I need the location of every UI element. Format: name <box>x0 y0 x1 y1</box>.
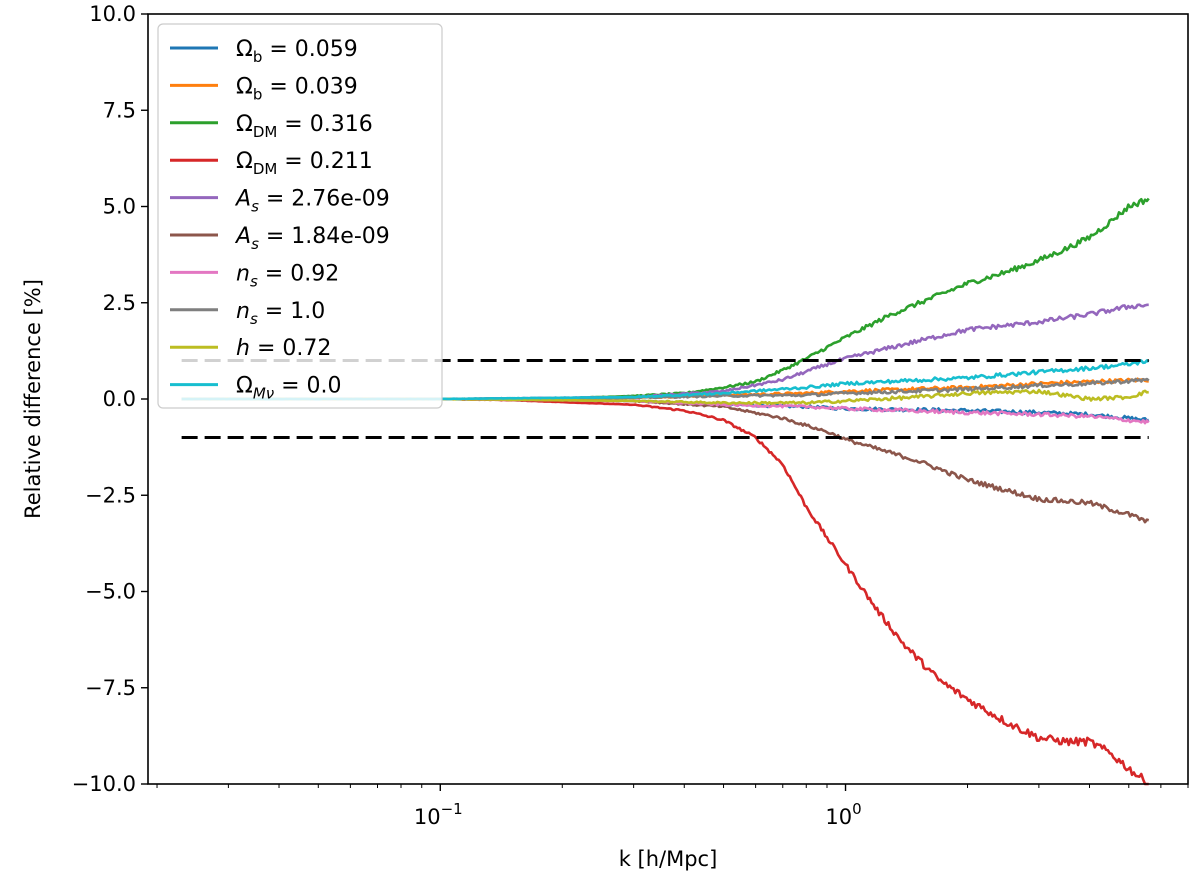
legend-box <box>157 23 443 409</box>
legend-label: Ωb = 0.059 <box>236 37 358 66</box>
y-tick-label: 7.5 <box>103 98 136 122</box>
y-tick-label: −2.5 <box>85 483 136 507</box>
y-tick-label: −7.5 <box>85 676 136 700</box>
legend-label: As = 1.84e-09 <box>234 224 390 253</box>
legend-label: ns = 0.92 <box>236 261 339 290</box>
x-axis-label: k [h/Mpc] <box>619 847 718 871</box>
legend-label: As = 2.76e-09 <box>234 187 390 216</box>
y-axis-ticks: −10.0 −7.5 −5.0 −2.5 0.0 2.5 5.0 7.5 10.0 <box>72 2 148 796</box>
legend-label: Ωb = 0.039 <box>236 74 358 103</box>
y-tick-label: 5.0 <box>103 195 136 219</box>
y-axis-label: Relative difference [%] <box>21 279 45 519</box>
y-tick-label: 0.0 <box>103 387 136 411</box>
legend-label: h = 0.72 <box>236 336 331 361</box>
y-tick-label: 2.5 <box>103 291 136 315</box>
y-tick-label: −10.0 <box>72 772 136 796</box>
legend-label: ΩMν = 0.0 <box>236 374 342 403</box>
y-tick-label: 10.0 <box>89 2 136 26</box>
y-tick-label: −5.0 <box>85 580 136 604</box>
x-tick-label: 10−1 <box>414 800 463 829</box>
x-tick-label: 100 <box>825 800 861 829</box>
legend-label: ΩDM = 0.316 <box>236 112 373 141</box>
x-axis-ticks: 10−1 100 <box>156 784 1189 829</box>
legend-label: ΩDM = 0.211 <box>236 149 373 178</box>
legend: Ωb = 0.059 Ωb = 0.039 ΩDM = 0.316 ΩDM = 0.2… <box>157 23 443 409</box>
legend-label: ns = 1.0 <box>236 299 325 328</box>
